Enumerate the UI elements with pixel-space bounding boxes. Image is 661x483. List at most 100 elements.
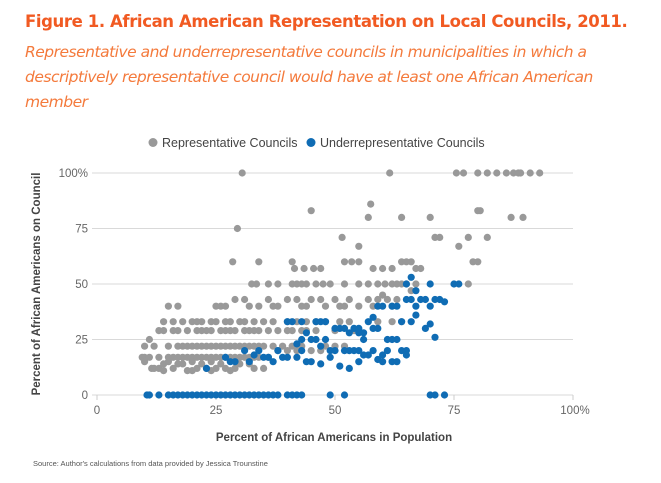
data-point	[307, 347, 315, 355]
data-point	[345, 364, 353, 372]
data-point	[459, 169, 468, 177]
data-point	[160, 327, 168, 335]
data-point	[321, 335, 330, 344]
data-point	[317, 264, 325, 273]
data-point	[326, 280, 334, 288]
data-point	[474, 258, 482, 266]
data-point	[402, 280, 410, 288]
data-point	[421, 324, 429, 332]
legend-marker-representative	[148, 138, 158, 147]
data-point	[355, 329, 363, 337]
data-point	[260, 318, 268, 326]
data-point	[160, 318, 168, 326]
data-point	[241, 347, 249, 355]
data-point	[319, 280, 327, 288]
data-point	[145, 391, 153, 399]
y-tick-label: 50	[75, 279, 88, 291]
data-point	[340, 280, 349, 288]
data-point	[321, 318, 330, 326]
data-point	[393, 335, 401, 344]
data-point	[317, 342, 325, 350]
x-tick-label: 75	[448, 405, 461, 417]
data-point	[412, 311, 420, 319]
data-point	[241, 318, 249, 326]
data-point	[229, 258, 237, 266]
data-point	[393, 358, 401, 366]
data-point	[250, 318, 258, 326]
data-point	[402, 351, 410, 359]
data-point	[336, 362, 344, 370]
data-point	[307, 358, 315, 366]
data-point	[367, 200, 375, 208]
data-point	[426, 320, 434, 328]
data-point	[260, 342, 268, 350]
data-point	[155, 353, 163, 361]
legend-label-representative: Representative Councils	[162, 136, 298, 150]
data-point	[440, 391, 449, 399]
data-point	[417, 264, 425, 273]
data-point	[317, 360, 325, 368]
data-point	[374, 324, 382, 332]
data-point	[250, 364, 258, 372]
data-point	[345, 318, 353, 326]
data-point	[412, 302, 420, 310]
data-point	[288, 258, 296, 266]
data-point	[231, 364, 239, 372]
data-point	[379, 291, 387, 299]
data-point	[193, 364, 201, 372]
data-point	[355, 258, 363, 266]
data-point	[407, 258, 415, 266]
data-point	[364, 280, 372, 288]
data-point	[340, 324, 349, 332]
data-point	[331, 347, 339, 355]
data-point	[217, 360, 225, 368]
data-point	[355, 302, 363, 310]
data-point	[269, 358, 277, 366]
data-point	[255, 327, 263, 335]
data-point	[326, 391, 334, 399]
data-point	[393, 295, 401, 304]
data-point	[412, 287, 420, 295]
data-point	[283, 347, 291, 355]
data-point	[407, 273, 415, 281]
data-point	[369, 313, 377, 321]
y-axis-label: Percent of African Americans on Council	[31, 173, 43, 396]
data-point	[398, 213, 406, 221]
data-point	[283, 295, 291, 304]
data-point	[212, 364, 220, 372]
data-point	[279, 342, 287, 350]
data-point	[388, 264, 396, 273]
data-point	[212, 318, 220, 326]
source-note: Source: Author's calculations from data …	[33, 459, 268, 468]
legend-label-underrepresentative: Underrepresentative Councils	[320, 136, 485, 150]
data-point	[379, 358, 387, 366]
data-point	[188, 358, 196, 366]
x-tick-label: 100%	[560, 405, 589, 417]
data-point	[364, 318, 372, 326]
data-point	[431, 333, 439, 341]
data-point	[141, 358, 149, 366]
data-point	[255, 258, 263, 266]
data-point	[150, 342, 158, 350]
data-point	[431, 391, 439, 399]
data-point	[355, 358, 363, 366]
data-point	[426, 302, 434, 310]
data-point	[250, 351, 258, 359]
data-point	[476, 207, 484, 215]
data-point	[252, 280, 261, 288]
data-point	[264, 353, 272, 361]
data-point	[369, 264, 377, 273]
data-point	[241, 295, 249, 304]
data-point	[355, 242, 363, 250]
data-point	[288, 327, 296, 335]
data-point	[293, 295, 301, 304]
data-point	[274, 302, 282, 310]
data-point	[407, 318, 415, 326]
data-point	[145, 335, 153, 344]
data-point	[298, 318, 306, 326]
data-point	[364, 213, 372, 221]
data-point	[483, 233, 491, 241]
data-point	[307, 295, 315, 304]
data-point	[207, 327, 215, 335]
data-point	[174, 302, 182, 310]
